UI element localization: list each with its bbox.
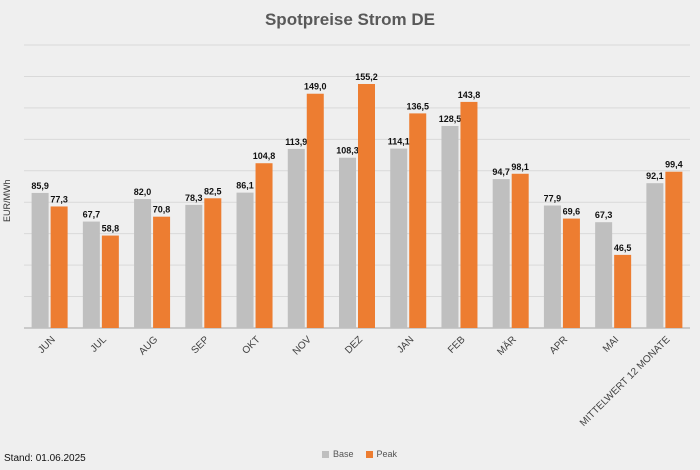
legend-swatch-peak bbox=[365, 450, 373, 458]
data-label: 70,8 bbox=[153, 205, 171, 215]
data-label: 86,1 bbox=[236, 181, 254, 191]
bar-base bbox=[287, 148, 305, 328]
bar-peak bbox=[409, 113, 427, 329]
bar-peak bbox=[255, 163, 273, 328]
data-label: 58,8 bbox=[102, 224, 120, 234]
data-label: 114,1 bbox=[388, 137, 410, 147]
bar-base bbox=[339, 157, 356, 328]
data-label: 78,3 bbox=[185, 193, 203, 203]
bar-base bbox=[390, 148, 408, 328]
legend: Base Peak bbox=[322, 449, 397, 459]
legend-item-base: Base bbox=[322, 449, 354, 459]
legend-swatch-base bbox=[322, 450, 329, 458]
data-label: 128,5 bbox=[439, 114, 462, 124]
data-label: 92,1 bbox=[646, 171, 664, 181]
x-tick-label: JUL bbox=[89, 334, 110, 355]
bar-peak bbox=[665, 171, 683, 328]
data-label: 108,3 bbox=[336, 146, 359, 156]
legend-item-peak: Peak bbox=[365, 449, 398, 459]
x-tick-label: OKT bbox=[240, 334, 262, 356]
data-label: 67,3 bbox=[595, 210, 613, 220]
bar-peak bbox=[614, 254, 632, 328]
x-tick-label: AUG bbox=[137, 334, 160, 357]
bar-peak bbox=[562, 218, 580, 328]
data-label: 85,9 bbox=[31, 181, 49, 191]
data-label: 69,6 bbox=[563, 207, 581, 217]
bar-base bbox=[236, 192, 254, 328]
data-label: 77,9 bbox=[544, 194, 562, 204]
x-tick-label: MAI bbox=[601, 334, 621, 354]
x-tick-label: NOV bbox=[291, 334, 314, 357]
x-tick-label: MÄR bbox=[495, 334, 519, 358]
data-label: 99,4 bbox=[665, 160, 683, 170]
data-label: 94,7 bbox=[492, 167, 510, 177]
bar-base bbox=[595, 222, 613, 328]
bar-peak bbox=[358, 83, 375, 328]
bar-peak bbox=[511, 173, 529, 328]
bar-base bbox=[185, 204, 203, 328]
chart-title: Spotpreise Strom DE bbox=[264, 10, 436, 29]
data-label: 67,7 bbox=[83, 210, 101, 220]
data-label: 113,9 bbox=[285, 137, 307, 147]
x-tick-label: MITTELWERT 12 MONATE bbox=[578, 334, 673, 429]
x-tick-label: FEB bbox=[446, 334, 468, 356]
bar-base bbox=[82, 221, 100, 328]
bar-peak bbox=[101, 235, 119, 328]
bar-peak bbox=[306, 93, 324, 328]
bar-base bbox=[492, 179, 510, 328]
bar-base bbox=[441, 125, 459, 328]
data-label: 149,0 bbox=[304, 82, 327, 92]
data-label: 82,5 bbox=[204, 186, 222, 196]
legend-label-peak: Peak bbox=[376, 449, 398, 459]
bar-base bbox=[646, 183, 664, 328]
data-label: 104,8 bbox=[253, 151, 276, 161]
bar-base bbox=[543, 205, 561, 328]
x-tick-label: DEZ bbox=[343, 334, 365, 356]
data-label: 136,5 bbox=[406, 101, 429, 111]
x-tick-label: JAN bbox=[395, 334, 416, 355]
data-label: 46,5 bbox=[614, 243, 632, 253]
data-label: 98,1 bbox=[511, 162, 529, 172]
legend-label-base: Base bbox=[333, 449, 354, 459]
x-tick-label: JUN bbox=[36, 334, 58, 356]
bar-peak bbox=[204, 198, 222, 328]
bar-peak bbox=[460, 101, 478, 328]
data-label: 82,0 bbox=[134, 187, 152, 197]
footnote-date: Stand: 01.06.2025 bbox=[4, 453, 86, 464]
bar-peak bbox=[153, 216, 171, 328]
bar-peak bbox=[50, 206, 68, 328]
data-label: 143,8 bbox=[458, 90, 481, 100]
data-label: 77,3 bbox=[50, 194, 68, 204]
x-tick-label: SEP bbox=[189, 334, 211, 356]
data-label: 155,2 bbox=[355, 72, 378, 82]
bar-base bbox=[134, 199, 152, 328]
x-tick-label: APR bbox=[548, 334, 570, 356]
bar-base bbox=[31, 192, 49, 328]
